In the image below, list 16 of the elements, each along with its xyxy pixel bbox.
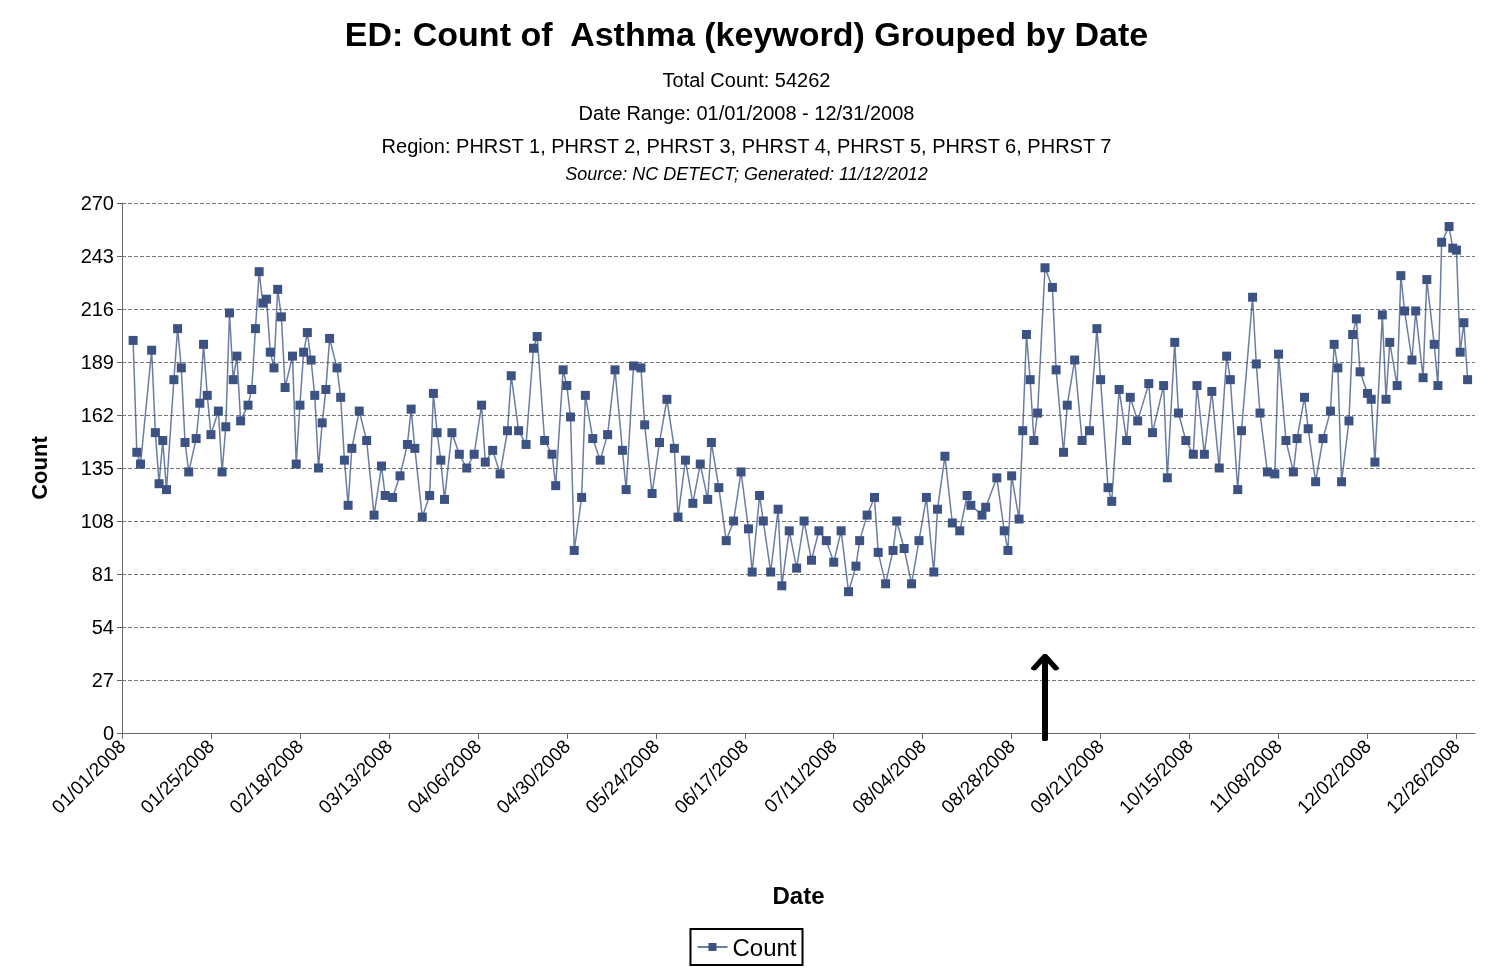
y-tick-label: 27 bbox=[91, 669, 114, 691]
y-tick-label: 216 bbox=[80, 298, 114, 320]
chart-title: ED: Count of Asthma (keyword) Grouped by Date bbox=[344, 15, 1149, 53]
x-axis-title: Date bbox=[772, 881, 825, 909]
y-tick-label: 54 bbox=[91, 616, 114, 638]
y-tick-label: 189 bbox=[80, 351, 114, 373]
y-tick-label: 270 bbox=[80, 192, 114, 214]
chart-subtitle: Total Count: 54262 Date Range: 01/01/2008 - 12/31/2008 Region: PHRST 1, PHRST 2, PHRST 3, PHRST 4, PHRST 5, PHRST 6, PHRST 7 bbox=[381, 68, 1112, 157]
y-tick-label: 81 bbox=[91, 563, 114, 585]
y-tick-label: 135 bbox=[80, 457, 114, 479]
y-tick-label: 243 bbox=[80, 245, 114, 267]
legend-label: Count bbox=[732, 933, 797, 961]
source-note: Source: NC DETECT; Generated: 11/12/2012 bbox=[565, 164, 928, 184]
y-tick-label: 108 bbox=[80, 510, 114, 532]
y-axis-title: Count bbox=[26, 435, 52, 500]
y-tick-label: 162 bbox=[80, 404, 114, 426]
